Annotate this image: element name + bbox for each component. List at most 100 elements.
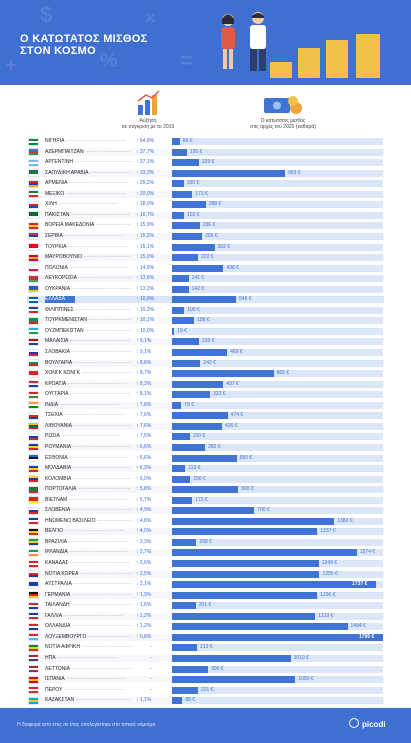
growth-value: ↑ 10,1% bbox=[136, 317, 155, 324]
leader-dots: ···································· bbox=[71, 475, 131, 482]
country-name: ΟΥΚΡΑΝΙΑ ·······························… bbox=[45, 286, 131, 293]
wage-bar bbox=[172, 581, 377, 589]
wage-bar bbox=[172, 222, 200, 230]
bar-track bbox=[172, 211, 383, 219]
leader-dots: ···································· bbox=[73, 159, 131, 166]
wage-bar bbox=[172, 612, 316, 620]
bar-track bbox=[172, 507, 383, 515]
country-name-text: ΛΕΤΤΟΝΙΑ bbox=[45, 665, 70, 672]
bar-track bbox=[172, 422, 383, 430]
leader-dots: ···································· bbox=[63, 528, 125, 535]
growth-value: ↑ 64,8% bbox=[136, 138, 155, 144]
wage-bar bbox=[172, 391, 210, 399]
wage-bar bbox=[172, 159, 199, 167]
country-name-text: ΤΑΪΛΑΝΔΗ bbox=[45, 602, 70, 609]
country-flag-icon bbox=[29, 360, 38, 367]
leader-dots: ···································· bbox=[66, 243, 128, 250]
wage-label: 288 € bbox=[208, 201, 222, 208]
bar-track bbox=[172, 264, 383, 272]
country-name-text: ΑΡΜΕΝΙΑ bbox=[45, 180, 68, 187]
country-flag-icon bbox=[29, 655, 38, 662]
leader-dots: ···································· bbox=[67, 454, 129, 461]
wage-label: 88 € bbox=[185, 697, 196, 704]
growth-chart-icon bbox=[137, 90, 160, 115]
wage-bar bbox=[172, 443, 206, 451]
leader-dots: ···································· bbox=[83, 254, 131, 261]
wage-bar bbox=[172, 507, 255, 515]
wage-label: 1050 € bbox=[298, 676, 314, 683]
leader-dots: ···································· bbox=[62, 686, 124, 693]
wage-bar bbox=[172, 275, 189, 283]
bar-track bbox=[172, 306, 383, 314]
leader-dots: ···································· bbox=[68, 338, 130, 345]
wage-bar bbox=[172, 422, 223, 430]
country-flag-icon bbox=[29, 455, 38, 461]
leader-dots: ···································· bbox=[67, 496, 129, 503]
wage-label: 230 € bbox=[202, 338, 215, 345]
growth-value: ↑ 2,7% bbox=[136, 549, 152, 556]
growth-value: − bbox=[149, 644, 153, 651]
money-coins-icon bbox=[264, 96, 302, 114]
country-flag-icon bbox=[29, 317, 38, 324]
country-name: ΟΛΛΑΝΔΙΑ ·······························… bbox=[45, 623, 131, 630]
country-name-text: ΟΛΛΑΝΔΙΑ bbox=[45, 623, 71, 630]
country-name: ΗΠΑ ···································· bbox=[45, 655, 131, 662]
wage-bar bbox=[172, 317, 195, 325]
country-flag-icon bbox=[29, 676, 38, 683]
country-flag-icon bbox=[29, 349, 38, 356]
country-name: ΒΙΕΤΝΑΜ ································… bbox=[45, 497, 131, 504]
equals-sign-icon: = bbox=[180, 48, 193, 73]
country-name: ΦΙΛΙΠΠΙΝΕΣ ·····························… bbox=[45, 307, 131, 314]
country-flag-icon bbox=[29, 560, 38, 567]
wage-bar bbox=[172, 496, 193, 504]
bar-track bbox=[172, 465, 383, 473]
country-flag-icon bbox=[29, 528, 38, 535]
bar-track bbox=[172, 401, 383, 409]
country-name: ΙΡΛΑΝΔΙΑ ·······························… bbox=[45, 549, 131, 556]
bar-track bbox=[172, 475, 383, 483]
country-name-text: ΒΟΡΕΙΑ ΜΑΚΕΔΟΝΙΑ bbox=[45, 222, 95, 229]
country-name: ΕΛΛΑΔΑ bbox=[45, 296, 75, 304]
bar-track bbox=[172, 327, 383, 335]
wage-bar bbox=[172, 169, 286, 177]
growth-value: ↓ 1,1% bbox=[136, 697, 152, 704]
country-flag-icon bbox=[29, 412, 38, 419]
growth-value: ↑ 5,8% bbox=[136, 486, 152, 493]
country-name-text: ΙΝΔΙΑ bbox=[45, 401, 58, 408]
wage-bar bbox=[172, 412, 228, 420]
country-name: ΚΑΖΑΚΣΤΑΝ ······························… bbox=[45, 697, 131, 704]
wage-bar bbox=[172, 211, 184, 219]
country-flag-icon bbox=[29, 507, 38, 514]
country-flag-icon bbox=[29, 634, 38, 641]
wage-bar bbox=[172, 665, 208, 673]
country-name: ΛΙΘΟΥΑΝΙΑ ······························… bbox=[45, 423, 131, 430]
growth-value: ↑ 6,6% bbox=[136, 443, 152, 450]
country-name: ΠΑΚΙΣΤΑΝ ·······························… bbox=[45, 212, 131, 219]
country-name-text: ΓΕΡΜΑΝΙΑ bbox=[45, 591, 70, 598]
wage-bar bbox=[172, 327, 175, 335]
country-name-text: ΣΛΟΒΕΝΙΑ bbox=[45, 507, 70, 514]
plus-sign-icon: + bbox=[6, 55, 17, 75]
country-name-text: ΠΟΡΤΟΓΑΛΙΑ bbox=[45, 486, 77, 493]
growth-value: ↑ 8,7% bbox=[136, 370, 152, 377]
growth-value: ↑ 18,0% bbox=[136, 201, 155, 208]
title-line-2: ΣΤΟΝ ΚΟΣΜΟ bbox=[20, 45, 96, 57]
bar-track bbox=[172, 159, 383, 167]
wage-bar bbox=[172, 148, 187, 156]
bar-track bbox=[172, 148, 383, 156]
growth-value: ↑ 7,6% bbox=[136, 412, 152, 419]
bar-track bbox=[172, 496, 383, 504]
wage-bar bbox=[172, 475, 191, 483]
country-name: ΡΟΥΜΑΝΙΑ ·······························… bbox=[45, 444, 131, 451]
country-flag-icon bbox=[29, 212, 38, 219]
growth-value: − bbox=[149, 665, 153, 672]
leader-dots: ···································· bbox=[68, 391, 130, 398]
wage-bar bbox=[172, 232, 203, 240]
country-flag-icon bbox=[29, 518, 38, 525]
leader-dots: ···································· bbox=[85, 327, 131, 334]
country-flag-icon bbox=[29, 423, 38, 430]
bar-track bbox=[172, 222, 383, 230]
country-flag-icon bbox=[29, 265, 38, 272]
country-name-text: ΡΟΥΜΑΝΙΑ bbox=[45, 443, 71, 450]
country-flag-icon bbox=[29, 307, 38, 314]
